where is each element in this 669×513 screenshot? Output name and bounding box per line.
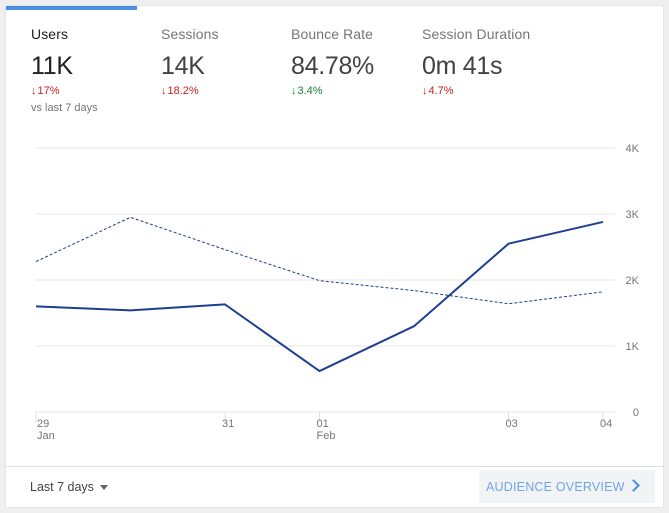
metric-value: 14K: [161, 52, 205, 80]
arrow-down-icon: ↓: [422, 85, 428, 97]
metric-label: Users: [31, 26, 69, 42]
metric-users[interactable]: Users 11K ↓ 17% vs last 7 days: [31, 26, 98, 114]
metric-change: ↓ 4.7%: [422, 85, 530, 97]
metric-change: ↓ 3.4%: [291, 85, 374, 97]
y-tick-label: 4K: [626, 143, 640, 155]
chevron-right-icon: [627, 479, 640, 492]
audience-overview-label: AUDIENCE OVERVIEW: [486, 479, 625, 494]
comparison-series-line: [35, 216, 604, 305]
x-tick-label: 03: [506, 418, 518, 430]
date-range-dropdown[interactable]: Last 7 days: [30, 480, 108, 494]
metric-change-value: 4.7%: [428, 85, 454, 97]
caret-down-icon: [99, 484, 108, 490]
active-tab-indicator: [6, 6, 137, 10]
audience-card: Users 11K ↓ 17% vs last 7 days Sessions …: [6, 6, 663, 507]
y-tick-label: 1K: [626, 341, 640, 353]
x-tick-label: 29: [37, 418, 49, 430]
metric-change-value: 18.2%: [167, 85, 199, 97]
arrow-down-icon: ↓: [161, 85, 167, 97]
metric-value: 0m 41s: [422, 52, 503, 80]
metric-change: ↓ 18.2%: [161, 85, 219, 97]
date-range-label: Last 7 days: [30, 480, 94, 494]
y-tick-label: 0: [633, 407, 639, 419]
x-tick-sublabel: Jan: [37, 430, 55, 442]
metric-comparison: vs last 7 days: [31, 102, 98, 114]
metric-change: ↓ 17%: [31, 85, 98, 97]
metric-bounce-rate[interactable]: Bounce Rate 84.78% ↓ 3.4%: [291, 26, 374, 97]
metric-change-value: 17%: [37, 85, 60, 97]
metric-sessions[interactable]: Sessions 14K ↓ 18.2%: [161, 26, 219, 97]
x-tick-label: 31: [222, 418, 234, 430]
metric-session-duration[interactable]: Session Duration 0m 41s ↓ 4.7%: [422, 26, 530, 97]
metric-change-value: 3.4%: [297, 85, 323, 97]
metric-label: Sessions: [161, 26, 219, 42]
metric-label: Session Duration: [422, 26, 531, 42]
audience-overview-button[interactable]: AUDIENCE OVERVIEW: [479, 470, 655, 503]
metric-label: Bounce Rate: [291, 26, 374, 42]
footer-divider: [6, 466, 663, 467]
arrow-down-icon: ↓: [291, 85, 297, 97]
x-tick-label: 01: [317, 418, 329, 430]
arrow-down-icon: ↓: [31, 85, 37, 97]
y-tick-label: 2K: [626, 275, 640, 287]
metric-value: 84.78%: [291, 52, 374, 80]
x-tick-sublabel: Feb: [317, 430, 336, 442]
y-tick-label: 3K: [626, 209, 640, 221]
x-tick-label: 04: [600, 418, 612, 430]
current-series-line: [35, 220, 604, 373]
metric-value: 11K: [31, 52, 73, 80]
